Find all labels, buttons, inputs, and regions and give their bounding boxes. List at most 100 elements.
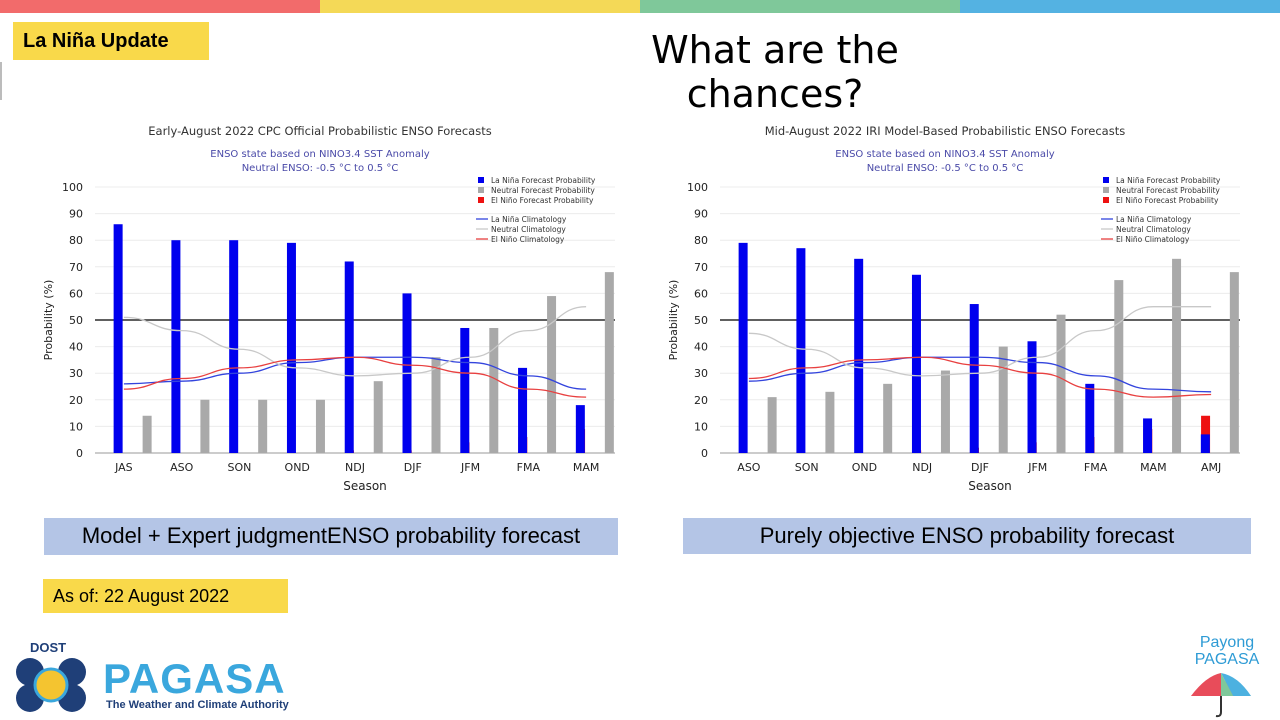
x-tick-label: MAM: [1140, 461, 1167, 474]
x-tick-label: DJF: [404, 461, 422, 474]
x-tick-label: ASO: [170, 461, 194, 474]
x-tick-label: SON: [795, 461, 819, 474]
chart-svg: Mid-August 2022 IRI Model-Based Probabil…: [667, 124, 1240, 493]
y-tick-label: 50: [69, 314, 83, 327]
legend-label: Neutral Climatology: [1116, 225, 1191, 234]
x-tick-label: JFM: [1027, 461, 1047, 474]
x-tick-label: OND: [852, 461, 877, 474]
el-nino-climatology-line: [123, 356, 587, 398]
x-tick-label: JFM: [460, 461, 480, 474]
divider-line: [0, 62, 2, 100]
la-nina-bar: [911, 274, 921, 453]
x-axis-label: Season: [343, 479, 387, 493]
legend-label: La Niña Climatology: [1116, 215, 1192, 224]
x-tick-label: FMA: [1084, 461, 1108, 474]
x-tick-label: NDJ: [912, 461, 932, 474]
as-of-date: As of: 22 August 2022: [43, 579, 288, 613]
chart-subtitle-1: ENSO state based on NINO3.4 SST Anomaly: [835, 149, 1054, 160]
legend-swatch: [1103, 177, 1109, 183]
caption-left: Model + Expert judgmentENSO probability …: [44, 518, 618, 555]
la-nina-bar: [796, 248, 806, 453]
caption-left-part1: Model + Expert judgment: [81, 523, 328, 548]
neutral-bar: [883, 383, 893, 453]
legend-label: El Niño Climatology: [491, 235, 565, 244]
x-tick-label: NDJ: [345, 461, 365, 474]
neutral-bar: [373, 381, 383, 453]
x-tick-label: OND: [285, 461, 310, 474]
x-tick-label: SON: [228, 461, 252, 474]
y-tick-label: 80: [69, 234, 83, 247]
chart-subtitle-2: Neutral ENSO: -0.5 °C to 0.5 °C: [242, 163, 399, 174]
legend-swatch: [1103, 187, 1109, 193]
la-nina-bar: [1200, 434, 1210, 453]
neutral-bar: [940, 370, 950, 453]
neutral-bar: [1056, 314, 1066, 453]
la-nina-bar: [460, 327, 470, 453]
x-axis-label: Season: [968, 479, 1012, 493]
chart-subtitle-1: ENSO state based on NINO3.4 SST Anomaly: [210, 149, 429, 160]
la-nina-bar: [969, 304, 979, 453]
neutral-bar: [200, 399, 210, 453]
y-tick-label: 0: [701, 447, 708, 460]
y-tick-label: 40: [69, 341, 83, 354]
chart-title: Early-August 2022 CPC Official Probabili…: [148, 124, 491, 138]
y-axis-label: Probability (%): [42, 280, 55, 361]
y-tick-label: 50: [694, 314, 708, 327]
la-nina-bar: [575, 405, 585, 453]
legend-label: El Niño Forecast Probability: [1116, 196, 1219, 205]
legend-swatch: [1103, 197, 1109, 203]
la-nina-bar: [1085, 383, 1095, 453]
top-bar-blue: [960, 0, 1280, 13]
cpc-forecast-chart: Early-August 2022 CPC Official Probabili…: [40, 115, 620, 500]
neutral-bar: [431, 357, 441, 453]
neutral-bar: [1229, 272, 1239, 453]
top-bar-green: [640, 0, 960, 13]
la-nina-bar: [854, 258, 864, 453]
top-bar-yellow: [320, 0, 640, 13]
neutral-bar: [1172, 258, 1182, 453]
neutral-climatology-line: [748, 306, 1212, 377]
legend-swatch: [478, 187, 484, 193]
legend-swatch: [478, 177, 484, 183]
la-nina-bar: [286, 242, 296, 453]
neutral-bar: [998, 346, 1008, 453]
legend-label: Neutral Forecast Probability: [491, 186, 595, 195]
neutral-bar: [258, 399, 268, 453]
legend-label: Neutral Climatology: [491, 225, 566, 234]
la-nina-bar: [1027, 341, 1037, 453]
neutral-climatology-line: [123, 306, 587, 377]
y-tick-label: 70: [69, 261, 83, 274]
pagasa-tagline: The Weather and Climate Authority: [106, 699, 289, 711]
neutral-bar: [767, 397, 777, 453]
neutral-bar: [315, 399, 325, 453]
neutral-bar: [825, 391, 835, 453]
page-title: What are the chances?: [651, 28, 899, 116]
neutral-bar: [547, 296, 557, 453]
y-tick-label: 100: [687, 181, 708, 194]
x-tick-label: AMJ: [1201, 461, 1221, 474]
la-nina-bar: [171, 240, 181, 453]
legend-label: La Niña Forecast Probability: [1116, 176, 1221, 185]
chart-svg: Early-August 2022 CPC Official Probabili…: [42, 124, 615, 493]
y-tick-label: 20: [69, 394, 83, 407]
legend-label: El Niño Climatology: [1116, 235, 1190, 244]
x-tick-label: JAS: [114, 461, 133, 474]
legend-swatch: [478, 197, 484, 203]
pagasa-emblem-icon: [16, 658, 86, 712]
y-tick-label: 90: [694, 208, 708, 221]
la-nina-bar: [518, 367, 528, 453]
la-nina-bar: [738, 242, 748, 453]
caption-left-part2: ENSO probability forecast: [327, 523, 581, 548]
y-axis-label: Probability (%): [667, 280, 680, 361]
y-tick-label: 70: [694, 261, 708, 274]
y-tick-label: 60: [694, 287, 708, 300]
caption-right: Purely objective ENSO probability foreca…: [683, 518, 1251, 554]
y-tick-label: 40: [694, 341, 708, 354]
x-tick-label: ASO: [737, 461, 761, 474]
pagasa-logo-text: PAGASA: [103, 655, 286, 702]
la-nina-update-badge: La Niña Update: [13, 22, 209, 60]
legend-label: Neutral Forecast Probability: [1116, 186, 1220, 195]
legend-label: La Niña Climatology: [491, 215, 567, 224]
y-tick-label: 90: [69, 208, 83, 221]
chart-title: Mid-August 2022 IRI Model-Based Probabil…: [765, 124, 1125, 138]
